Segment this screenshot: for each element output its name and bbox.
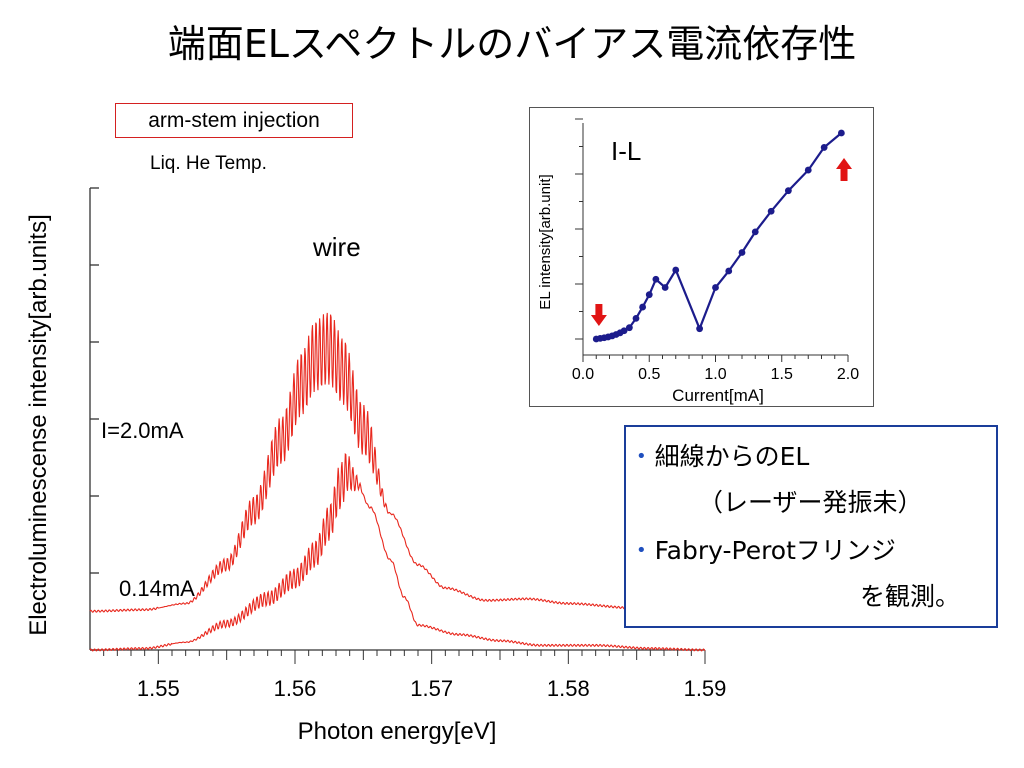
il-x-tick-label: 1.0	[704, 366, 726, 383]
il-data-point	[672, 266, 680, 274]
spectrum-series	[89, 312, 706, 652]
il-chart-title: I-L	[611, 136, 642, 166]
il-data-point	[751, 228, 759, 236]
bullet-icon: •	[636, 446, 647, 467]
spectrum-y-axis-label: Electroluminescense intensity[arb.units]	[25, 214, 52, 636]
il-data-point	[738, 249, 746, 256]
il-data-point	[837, 129, 845, 137]
wire-label: wire	[313, 232, 361, 262]
il-data-point	[652, 275, 660, 283]
il-data-point	[820, 144, 828, 151]
il-x-tick-label: 2.0	[837, 366, 859, 383]
il-data-point	[661, 284, 669, 291]
bullet-icon: •	[636, 540, 647, 561]
note-item-2-continuation: を観測。	[860, 582, 961, 611]
il-data-point	[639, 303, 647, 311]
arrow-up-icon	[836, 158, 853, 181]
il-data-point	[620, 327, 628, 335]
note-item-1: • 細線からのEL	[636, 435, 809, 479]
il-data-point	[767, 207, 775, 215]
il-inset-chart: 0.0 0.5 1.0 1.5 2.0 I-L Current[mA] EL inten…	[529, 107, 874, 407]
il-data-point	[712, 284, 719, 291]
temperature-label: Liq. He Temp.	[150, 153, 267, 174]
spectrum-series-1	[89, 453, 706, 652]
il-x-tick-label: 1.5	[771, 366, 793, 383]
note-item-1-continuation: （レーザー発振未）	[698, 488, 923, 517]
injection-condition-box: arm-stem injection	[115, 103, 353, 138]
il-data-point	[625, 324, 633, 332]
page-title: 端面ELスペクトルのバイアス電流依存性	[167, 22, 857, 66]
il-x-axis-label: Current[mA]	[672, 386, 764, 405]
spectrum-axes: 1.55 1.56 1.57 1.58 1.59	[89, 187, 727, 701]
il-data-point	[632, 315, 640, 322]
il-y-axis-label: EL intensity[arb.unit]	[537, 174, 554, 310]
notes-box: • 細線からのEL （レーザー発振未） • Fabry-Perotフリンジ を観…	[624, 425, 998, 628]
il-x-tick-label: 0.0	[572, 366, 594, 383]
x-tick-label: 1.55	[137, 676, 180, 701]
il-data-point	[696, 325, 703, 333]
il-data-point	[725, 267, 733, 275]
il-data-point	[784, 187, 792, 195]
arrow-down-icon	[590, 304, 607, 326]
il-data-point	[804, 166, 812, 174]
il-data-point	[645, 291, 653, 299]
x-tick-label: 1.56	[274, 676, 317, 701]
note-item-2: • Fabry-Perotフリンジ	[636, 529, 896, 573]
curve-label-low: 0.14mA	[119, 576, 195, 601]
il-chart-svg: 0.0 0.5 1.0 1.5 2.0	[572, 118, 859, 383]
spectrum-series-0	[89, 312, 706, 613]
note-item-2-text: Fabry-Perotフリンジ	[654, 536, 896, 565]
spectrum-x-axis-label: Photon energy[eV]	[297, 718, 497, 745]
x-tick-label: 1.59	[684, 676, 727, 701]
note-item-1-text: 細線からのEL	[654, 442, 810, 471]
x-tick-label: 1.57	[410, 676, 453, 701]
il-x-tick-label: 0.5	[638, 366, 660, 383]
x-tick-label: 1.58	[547, 676, 590, 701]
curve-label-high: I=2.0mA	[101, 418, 184, 443]
